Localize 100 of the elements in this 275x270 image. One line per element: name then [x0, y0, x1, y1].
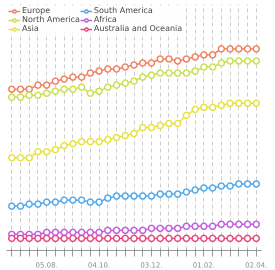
point	[138, 73, 146, 81]
point	[16, 94, 24, 101]
point	[235, 57, 243, 65]
point	[78, 83, 86, 91]
point	[218, 45, 226, 53]
point	[138, 59, 146, 67]
point	[112, 226, 120, 234]
point	[104, 226, 112, 234]
point	[60, 228, 68, 236]
point	[60, 234, 68, 242]
point	[8, 202, 16, 210]
point	[235, 180, 243, 188]
point	[244, 180, 252, 188]
point	[148, 59, 156, 67]
point	[122, 63, 130, 71]
point	[165, 69, 173, 77]
point	[156, 190, 164, 198]
point	[122, 132, 130, 140]
point	[95, 228, 103, 236]
point	[34, 81, 42, 89]
point	[104, 83, 112, 91]
point	[148, 224, 156, 232]
point	[25, 91, 33, 99]
point	[69, 140, 77, 148]
legend-label: Asia	[22, 24, 40, 33]
point	[95, 67, 103, 75]
point	[200, 184, 208, 192]
point	[69, 228, 77, 236]
point	[138, 192, 146, 200]
point	[122, 192, 130, 200]
point	[130, 77, 138, 85]
point	[16, 202, 24, 210]
point	[235, 234, 243, 242]
point	[8, 154, 16, 162]
point	[226, 234, 234, 242]
point	[69, 73, 77, 81]
point	[182, 234, 190, 242]
point	[112, 134, 120, 142]
point	[69, 234, 77, 242]
point	[8, 94, 16, 101]
point	[208, 184, 216, 192]
point	[25, 154, 33, 162]
point	[244, 100, 252, 108]
point	[208, 63, 216, 71]
point	[252, 180, 260, 188]
point	[122, 234, 130, 242]
point	[34, 234, 42, 242]
point	[208, 104, 216, 112]
point	[174, 57, 182, 65]
point	[148, 234, 156, 242]
point	[218, 102, 226, 110]
point	[244, 220, 252, 228]
point	[244, 45, 252, 53]
point	[218, 220, 226, 228]
point	[25, 200, 33, 208]
point	[52, 87, 60, 95]
point	[148, 71, 156, 79]
point	[174, 120, 182, 128]
point	[60, 142, 68, 150]
point	[208, 51, 216, 59]
point	[165, 224, 173, 232]
point	[69, 196, 77, 204]
point	[86, 138, 94, 146]
point	[130, 226, 138, 234]
point	[122, 79, 130, 87]
point	[200, 104, 208, 112]
point	[78, 73, 86, 81]
point	[191, 53, 199, 61]
point	[34, 91, 42, 99]
point	[16, 234, 24, 242]
point	[86, 228, 94, 236]
point	[191, 234, 199, 242]
point	[86, 234, 94, 242]
point	[252, 45, 260, 53]
point	[16, 154, 24, 162]
legend-label: Africa	[94, 15, 117, 24]
point	[174, 190, 182, 198]
point	[69, 85, 77, 93]
point	[252, 234, 260, 242]
point	[226, 100, 234, 108]
point	[182, 112, 190, 120]
point	[156, 69, 164, 77]
point	[52, 198, 60, 206]
point	[104, 65, 112, 73]
point	[42, 198, 50, 206]
point	[86, 69, 94, 77]
legend-label: Europe	[22, 6, 50, 15]
point	[60, 75, 68, 83]
point	[52, 146, 60, 154]
point	[226, 220, 234, 228]
point	[25, 234, 33, 242]
point	[191, 106, 199, 114]
point	[148, 192, 156, 200]
point	[226, 182, 234, 190]
point	[95, 198, 103, 206]
point	[252, 57, 260, 65]
point	[16, 85, 24, 93]
point	[86, 198, 94, 206]
point	[86, 89, 94, 97]
point	[52, 234, 60, 242]
